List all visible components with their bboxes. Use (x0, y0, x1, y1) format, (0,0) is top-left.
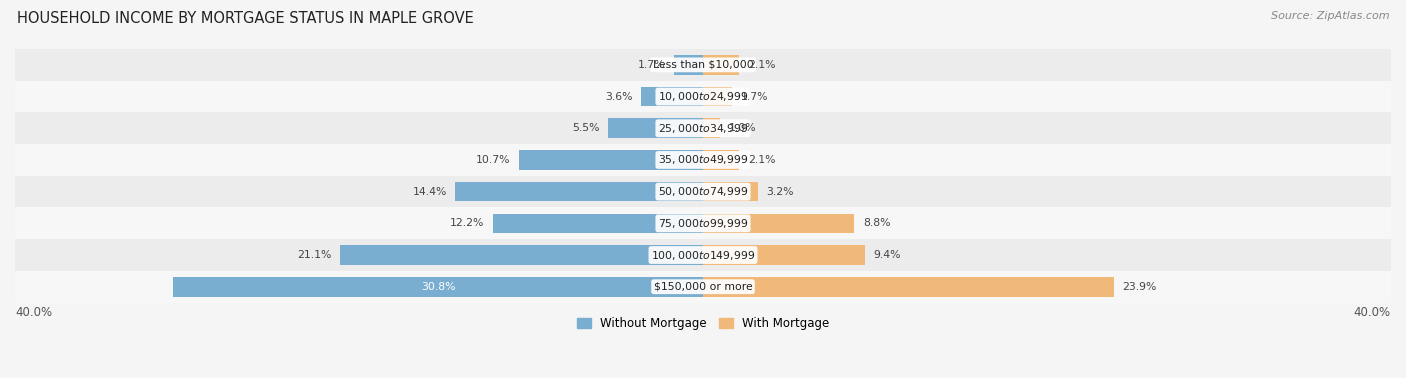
Bar (703, 150, 740, 170)
Text: 12.2%: 12.2% (450, 218, 485, 228)
Legend: Without Mortgage, With Mortgage: Without Mortgage, With Mortgage (572, 312, 834, 335)
Text: 2.1%: 2.1% (748, 155, 775, 165)
Text: $50,000 to $74,999: $50,000 to $74,999 (658, 185, 748, 198)
Text: 40.0%: 40.0% (1354, 306, 1391, 319)
Bar (15, 176, 1391, 208)
Text: 2.1%: 2.1% (748, 60, 775, 70)
Text: 30.8%: 30.8% (420, 282, 456, 292)
Text: 14.4%: 14.4% (412, 187, 447, 197)
Bar (15, 81, 1391, 112)
Bar (641, 87, 703, 106)
Text: 10.7%: 10.7% (475, 155, 510, 165)
Text: $35,000 to $49,999: $35,000 to $49,999 (658, 153, 748, 166)
Text: 1.7%: 1.7% (741, 91, 768, 102)
Bar (15, 144, 1391, 176)
Bar (703, 277, 1114, 297)
Text: $100,000 to $149,999: $100,000 to $149,999 (651, 248, 755, 262)
Bar (494, 214, 703, 233)
Text: HOUSEHOLD INCOME BY MORTGAGE STATUS IN MAPLE GROVE: HOUSEHOLD INCOME BY MORTGAGE STATUS IN M… (17, 11, 474, 26)
Bar (15, 112, 1391, 144)
Bar (173, 277, 703, 297)
Bar (15, 49, 1391, 81)
Bar (15, 239, 1391, 271)
Bar (340, 245, 703, 265)
Text: $75,000 to $99,999: $75,000 to $99,999 (658, 217, 748, 230)
Bar (673, 55, 703, 75)
Bar (703, 55, 740, 75)
Bar (519, 150, 703, 170)
Text: 9.4%: 9.4% (873, 250, 901, 260)
Text: 1.7%: 1.7% (638, 60, 665, 70)
Bar (703, 118, 720, 138)
Bar (609, 118, 703, 138)
Bar (703, 87, 733, 106)
Text: 5.5%: 5.5% (572, 123, 600, 133)
Bar (703, 245, 865, 265)
Text: $10,000 to $24,999: $10,000 to $24,999 (658, 90, 748, 103)
Text: Source: ZipAtlas.com: Source: ZipAtlas.com (1271, 11, 1389, 21)
Text: $150,000 or more: $150,000 or more (654, 282, 752, 292)
Text: Less than $10,000: Less than $10,000 (652, 60, 754, 70)
Bar (703, 182, 758, 201)
Bar (15, 208, 1391, 239)
Text: 23.9%: 23.9% (1122, 282, 1157, 292)
Text: 3.2%: 3.2% (766, 187, 794, 197)
Text: 8.8%: 8.8% (863, 218, 890, 228)
Text: 40.0%: 40.0% (15, 306, 52, 319)
Text: 3.6%: 3.6% (605, 91, 633, 102)
Text: 1.0%: 1.0% (728, 123, 756, 133)
Text: 21.1%: 21.1% (297, 250, 332, 260)
Text: $25,000 to $34,999: $25,000 to $34,999 (658, 122, 748, 135)
Bar (703, 214, 855, 233)
Bar (15, 271, 1391, 302)
Bar (456, 182, 703, 201)
